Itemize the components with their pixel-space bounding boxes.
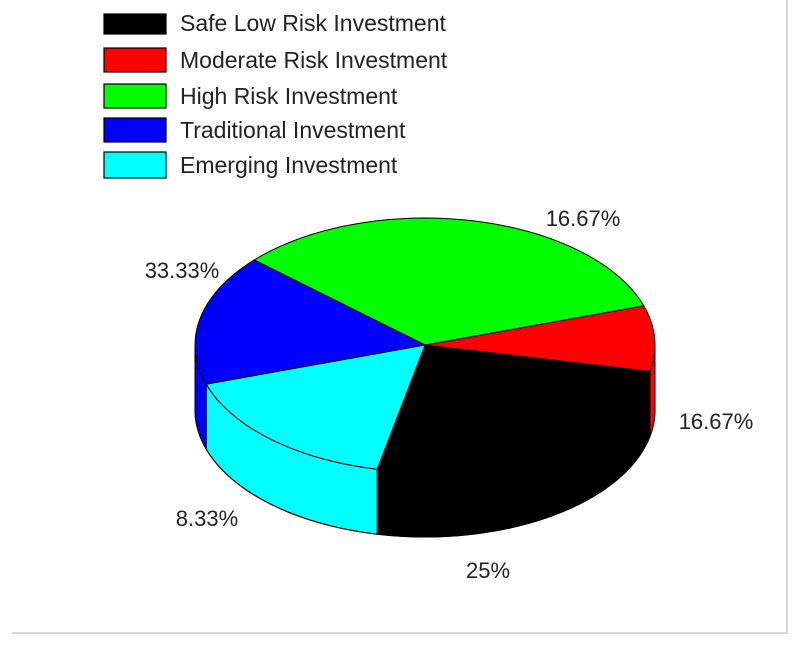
slice-label-high-risk: 33.33% [145, 258, 220, 283]
legend-swatch-safe-low-risk [104, 14, 166, 34]
legend-swatch-traditional [104, 118, 166, 142]
legend: Safe Low Risk Investment Moderate Risk I… [104, 10, 448, 178]
legend-label-high-risk: High Risk Investment [180, 83, 398, 109]
slice-label-moderate-risk: 8.33% [176, 506, 238, 531]
slice-label-traditional: 16.67% [546, 206, 621, 231]
legend-swatch-high-risk [104, 84, 166, 108]
pie [195, 218, 655, 537]
slice-label-emerging: 16.67% [679, 409, 754, 434]
legend-swatch-emerging [104, 152, 166, 178]
legend-label-emerging: Emerging Investment [180, 152, 398, 178]
legend-label-traditional: Traditional Investment [180, 117, 406, 143]
legend-label-moderate-risk: Moderate Risk Investment [180, 47, 448, 73]
slice-label-safe-low-risk: 25% [466, 558, 510, 583]
legend-label-safe-low-risk: Safe Low Risk Investment [180, 10, 447, 36]
legend-swatch-moderate-risk [104, 48, 166, 72]
